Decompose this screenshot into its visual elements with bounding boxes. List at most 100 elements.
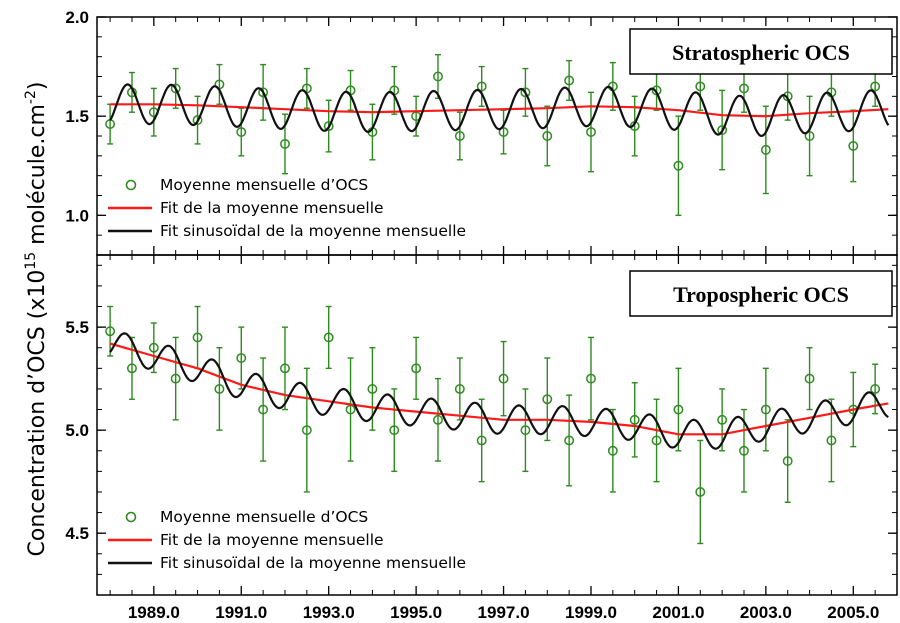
x-tick-label: 1991.0: [215, 603, 267, 622]
legend-label: Fit sinusoïdal de la moyenne mensuelle: [160, 222, 466, 240]
stratospheric-error-bars: [107, 53, 879, 217]
stratospheric-panel: 1.0 1.5 2.0 Stratospheric OCS Moyenne mens…: [65, 8, 898, 256]
x-tick-labels: 1989.0 1991.0 1993.0 1995.0 1997.0 1999.0 2001…: [128, 603, 879, 622]
data-point: [739, 83, 749, 94]
y-tick-label: 2.0: [65, 8, 89, 27]
data-point: [782, 456, 793, 467]
data-point: [848, 140, 859, 151]
y-axis-label-unit: molécule.cm: [25, 104, 50, 252]
data-point: [476, 81, 487, 92]
data-point: [411, 363, 422, 374]
x-tick-label: 1999.0: [565, 603, 617, 622]
y-tick-label: 5.5: [65, 318, 89, 337]
tropospheric-ticks: [97, 255, 898, 596]
data-point: [717, 414, 728, 425]
data-point: [192, 115, 203, 126]
data-point: [804, 373, 815, 384]
data-point: [695, 487, 706, 497]
y-axis-label: Concentration d’OCS (x1015 molécule.cm-2…: [23, 82, 50, 557]
data-point: [323, 121, 334, 132]
data-point: [520, 87, 531, 98]
data-point: [651, 435, 662, 446]
data-point: [454, 131, 465, 141]
data-point: [760, 404, 771, 415]
legend-label: Fit de la moyenne mensuelle: [160, 531, 384, 549]
data-point: [258, 404, 269, 415]
y-tick-label: 1.5: [65, 107, 89, 126]
data-point: [673, 160, 684, 171]
tropospheric-points: [105, 326, 881, 497]
tropospheric-y-tick-labels: 4.5 5.0 5.5: [65, 318, 89, 543]
data-point: [280, 363, 290, 374]
data-point: [170, 373, 181, 384]
data-point: [629, 414, 640, 425]
legend-label: Moyenne mensuelle d’OCS: [160, 508, 368, 526]
legend-label: Fit de la moyenne mensuelle: [160, 199, 384, 217]
data-point: [433, 414, 443, 425]
x-tick-label: 2003.0: [740, 603, 792, 622]
data-point: [826, 435, 837, 446]
data-point: [476, 435, 487, 446]
data-point: [804, 131, 815, 141]
data-point: [323, 332, 334, 343]
data-point: [454, 383, 465, 394]
data-point: [236, 127, 247, 137]
data-point: [564, 435, 575, 446]
tropospheric-plot-frame: [96, 254, 898, 596]
data-point: [564, 75, 575, 86]
data-point: [542, 131, 553, 141]
x-tick-label: 2005.0: [827, 603, 879, 622]
data-point: [127, 363, 137, 374]
data-point: [695, 81, 706, 92]
x-tick-label: 1997.0: [478, 603, 530, 622]
stratospheric-legend: Moyenne mensuelle d’OCS Fit de la moyenne…: [108, 176, 466, 240]
tropospheric-sinusoidal-fit-line: [109, 332, 889, 450]
data-point: [280, 138, 290, 149]
tropospheric-fit-line: [109, 342, 889, 436]
data-point: [367, 383, 378, 394]
y-axis-label-suffix: ): [25, 82, 50, 91]
x-tick-label: 2001.0: [652, 603, 704, 622]
tropospheric-title: Tropospheric OCS: [673, 282, 849, 307]
stratospheric-y-tick-labels: 1.0 1.5 2.0: [65, 8, 89, 225]
legend-marker-points: [125, 179, 137, 191]
tropospheric-legend: Moyenne mensuelle d’OCS Fit de la moyenne…: [108, 508, 466, 572]
y-tick-label: 5.0: [65, 421, 89, 440]
data-point: [105, 326, 116, 337]
data-point: [498, 127, 509, 137]
stratospheric-title: Stratospheric OCS: [672, 40, 850, 65]
y-axis-label-prefix: Concentration d’OCS (x10: [25, 270, 50, 557]
y-axis-label-exponent: 15: [23, 252, 39, 270]
data-point: [870, 383, 881, 394]
data-point: [870, 81, 881, 92]
stratospheric-title-box: Stratospheric OCS: [629, 28, 893, 75]
x-tick-label: 1989.0: [128, 603, 180, 622]
data-point: [258, 87, 269, 98]
data-point: [520, 425, 531, 436]
tropospheric-panel: 4.5 5.0 5.5 Tropospheric OCS Moyenne mensu…: [65, 254, 898, 622]
data-point: [148, 342, 159, 353]
x-tick-label: 1993.0: [303, 603, 355, 622]
data-point: [586, 373, 596, 384]
data-point: [607, 445, 618, 456]
legend-label: Moyenne mensuelle d’OCS: [160, 176, 368, 194]
stratospheric-sinusoidal-fit-line: [109, 83, 890, 138]
x-tick-label: 1995.0: [390, 603, 442, 622]
data-point: [760, 144, 771, 155]
legend-label: Fit sinusoïdal de la moyenne mensuelle: [160, 554, 466, 572]
data-point: [389, 425, 400, 436]
data-point: [739, 445, 749, 456]
data-point: [717, 125, 728, 136]
data-point: [170, 83, 181, 94]
data-point: [542, 394, 553, 405]
stratospheric-fit-line: [110, 103, 889, 118]
data-point: [673, 404, 684, 415]
data-point: [498, 373, 509, 384]
y-tick-label: 1.0: [65, 206, 89, 225]
tropospheric-error-bars: [107, 305, 879, 545]
data-point: [301, 425, 312, 436]
y-axis-label-unit-exponent: -2: [23, 90, 39, 104]
data-point: [433, 71, 443, 82]
data-point: [236, 353, 247, 363]
